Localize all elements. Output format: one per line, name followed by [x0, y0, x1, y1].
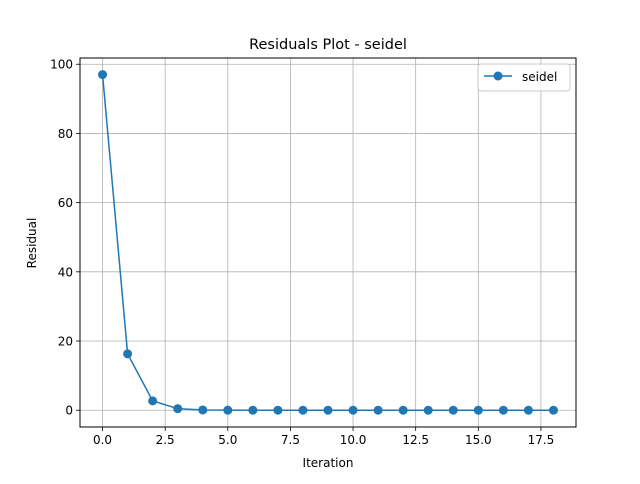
legend-box	[477, 63, 571, 92]
data-point	[198, 405, 208, 415]
y-tick-label: 60	[58, 196, 73, 210]
data-point	[298, 405, 308, 415]
axis-ticks: 0.0 2.5 5.0 7.5 10.0 12.5 15.0 17.5 0 20 40 60 80 100	[50, 58, 554, 447]
y-tick-label: 80	[58, 127, 73, 141]
data-point	[98, 70, 108, 80]
data-point	[323, 405, 333, 415]
x-axis-label: Iteration	[303, 456, 354, 470]
series-layer	[98, 70, 558, 415]
x-tick-label: 0.0	[93, 433, 112, 447]
legend-label-seidel: seidel	[522, 70, 557, 84]
data-point	[223, 405, 233, 415]
plot-frame	[79, 57, 577, 428]
y-axis-label: Residual	[25, 218, 39, 269]
data-point	[398, 405, 408, 415]
data-point	[498, 405, 508, 415]
x-tick-label: 10.0	[340, 433, 367, 447]
data-point	[548, 405, 558, 415]
x-tick-label: 15.0	[465, 433, 492, 447]
data-point	[423, 405, 433, 415]
y-tick-label: 20	[58, 335, 73, 349]
legend-marker	[493, 71, 503, 81]
x-tick-label: 5.0	[218, 433, 237, 447]
x-tick-label: 12.5	[402, 433, 429, 447]
data-point	[273, 405, 283, 415]
data-point	[173, 404, 183, 414]
y-tick-label: 100	[50, 58, 73, 72]
grid	[80, 58, 576, 427]
data-point	[123, 349, 133, 359]
data-point	[373, 405, 383, 415]
data-point	[348, 405, 358, 415]
chart-title: Residuals Plot - seidel	[249, 37, 407, 53]
x-tick-label: 7.5	[281, 433, 300, 447]
data-point	[148, 396, 158, 406]
x-tick-label: 2.5	[156, 433, 175, 447]
x-tick-label: 17.5	[528, 433, 555, 447]
data-point	[248, 405, 258, 415]
y-tick-label: 40	[58, 265, 73, 279]
data-point	[473, 405, 483, 415]
legend: seidel	[477, 63, 571, 92]
data-point	[523, 405, 533, 415]
data-point	[448, 405, 458, 415]
y-tick-label: 0	[65, 404, 73, 418]
